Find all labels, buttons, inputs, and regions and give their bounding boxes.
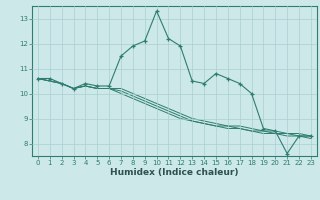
- X-axis label: Humidex (Indice chaleur): Humidex (Indice chaleur): [110, 168, 239, 177]
